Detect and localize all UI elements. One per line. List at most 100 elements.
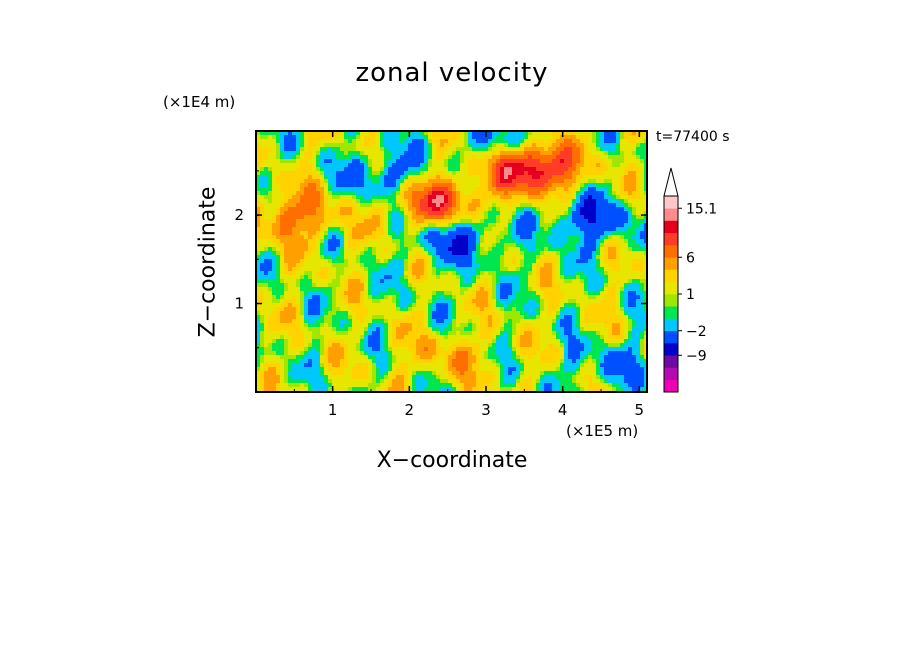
field-cell — [456, 263, 461, 268]
field-cell — [536, 367, 541, 372]
field-cell — [332, 315, 337, 320]
field-cell — [272, 315, 277, 320]
field-cell — [368, 187, 373, 192]
field-cell — [268, 335, 273, 340]
field-cell — [440, 227, 445, 232]
field-cell — [456, 387, 461, 392]
field-cell — [480, 155, 485, 160]
field-cell — [344, 339, 349, 344]
field-cell — [504, 367, 509, 372]
field-cell — [532, 267, 537, 272]
field-cell — [504, 351, 509, 356]
field-cell — [464, 315, 469, 320]
field-cell — [552, 275, 557, 280]
field-cell — [368, 271, 373, 276]
field-cell — [280, 255, 285, 260]
field-cell — [436, 303, 441, 308]
field-cell — [488, 271, 493, 276]
field-cell — [408, 339, 413, 344]
field-cell — [332, 255, 337, 260]
field-cell — [500, 367, 505, 372]
field-cell — [516, 143, 521, 148]
field-cell — [400, 155, 405, 160]
field-cell — [536, 319, 541, 324]
field-cell — [344, 211, 349, 216]
field-cell — [504, 231, 509, 236]
field-cell — [520, 387, 525, 392]
field-cell — [264, 315, 269, 320]
field-cell — [280, 263, 285, 268]
field-cell — [428, 367, 433, 372]
field-cell — [496, 171, 501, 176]
field-cell — [276, 291, 281, 296]
field-cell — [504, 263, 509, 268]
field-cell — [508, 319, 513, 324]
field-cell — [304, 351, 309, 356]
field-cell — [284, 227, 289, 232]
field-cell — [292, 223, 297, 228]
field-cell — [312, 383, 317, 388]
field-cell — [456, 363, 461, 368]
field-cell — [500, 311, 505, 316]
field-cell — [488, 199, 493, 204]
field-cell — [500, 343, 505, 348]
field-cell — [436, 159, 441, 164]
field-cell — [388, 207, 393, 212]
field-cell — [432, 143, 437, 148]
field-cell — [352, 323, 357, 328]
field-cell — [424, 131, 429, 136]
field-cell — [392, 275, 397, 280]
field-cell — [464, 199, 469, 204]
field-cell — [288, 131, 293, 136]
field-cell — [504, 287, 509, 292]
field-cell — [532, 215, 537, 220]
field-cell — [364, 387, 369, 392]
field-cell — [384, 159, 389, 164]
field-cell — [272, 231, 277, 236]
field-cell — [540, 371, 545, 376]
field-cell — [284, 179, 289, 184]
field-cell — [344, 167, 349, 172]
field-cell — [488, 131, 493, 136]
field-cell — [296, 251, 301, 256]
field-cell — [364, 323, 369, 328]
field-cell — [392, 231, 397, 236]
field-cell — [280, 239, 285, 244]
field-cell — [460, 239, 465, 244]
field-cell — [496, 323, 501, 328]
field-cell — [324, 175, 329, 180]
field-cell — [360, 239, 365, 244]
field-cell — [432, 283, 437, 288]
field-cell — [336, 339, 341, 344]
field-cell — [512, 159, 517, 164]
field-cell — [436, 247, 441, 252]
field-cell — [408, 303, 413, 308]
field-cell — [420, 299, 425, 304]
field-cell — [428, 183, 433, 188]
field-cell — [544, 131, 549, 136]
field-cell — [324, 315, 329, 320]
field-cell — [328, 227, 333, 232]
field-cell — [352, 359, 357, 364]
field-cell — [296, 319, 301, 324]
field-cell — [504, 195, 509, 200]
field-cell — [300, 187, 305, 192]
field-cell — [504, 267, 509, 272]
field-cell — [516, 147, 521, 152]
field-cell — [276, 371, 281, 376]
field-cell — [280, 387, 285, 392]
field-cell — [356, 179, 361, 184]
field-cell — [256, 359, 261, 364]
field-cell — [512, 183, 517, 188]
field-cell — [536, 215, 541, 220]
field-cell — [428, 275, 433, 280]
field-cell — [440, 215, 445, 220]
field-cell — [412, 131, 417, 136]
field-cell — [544, 375, 549, 380]
field-cell — [432, 291, 437, 296]
field-cell — [256, 139, 261, 144]
field-cell — [280, 291, 285, 296]
field-cell — [332, 371, 337, 376]
field-cell — [276, 163, 281, 168]
field-cell — [408, 227, 413, 232]
